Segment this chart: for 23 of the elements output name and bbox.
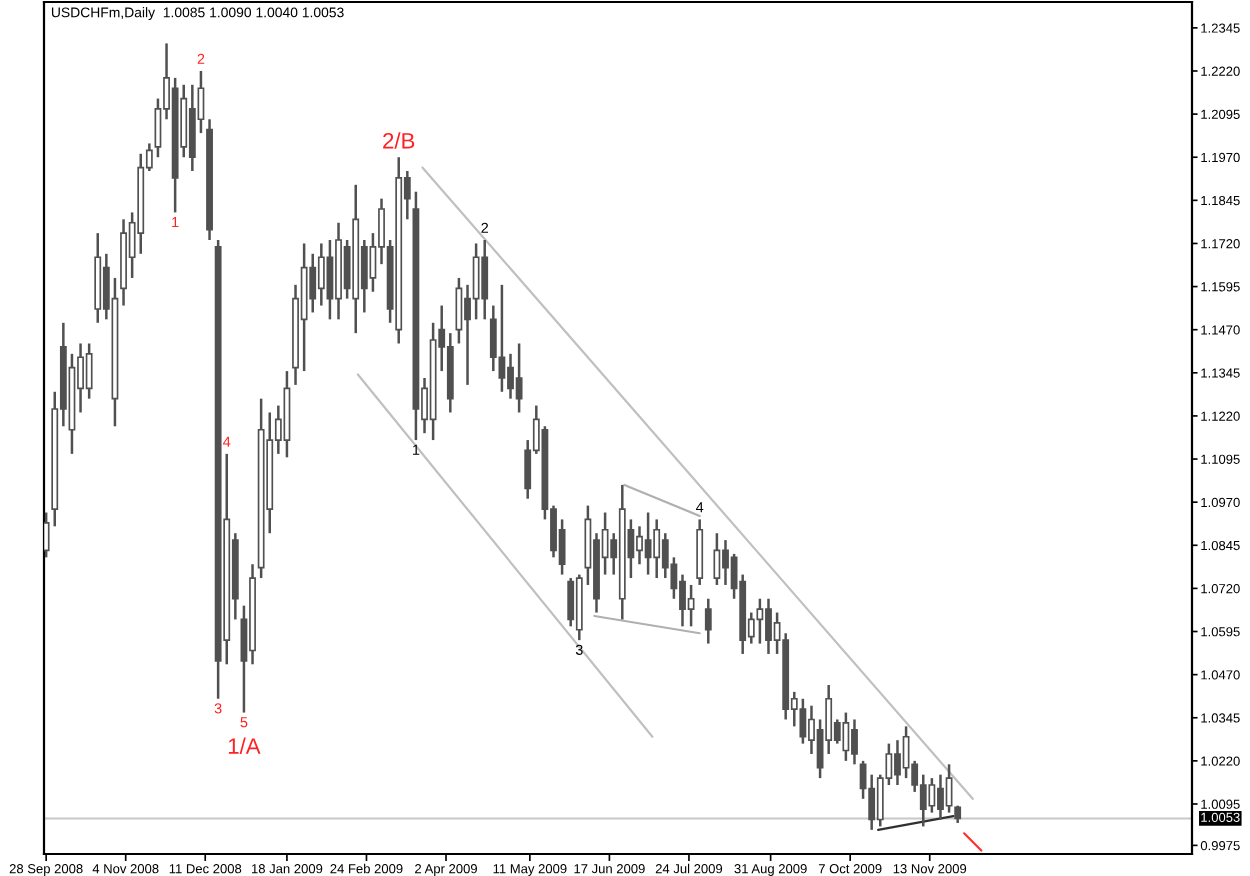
candlestick bbox=[928, 776, 936, 814]
candlestick bbox=[85, 342, 93, 400]
candlestick bbox=[644, 511, 652, 576]
candlestick bbox=[317, 242, 325, 307]
candlestick bbox=[472, 242, 480, 321]
candlestick bbox=[515, 342, 523, 414]
candlestick bbox=[756, 597, 764, 645]
candlestick bbox=[489, 304, 497, 373]
candlestick bbox=[455, 276, 463, 345]
candlestick bbox=[842, 711, 850, 763]
candlestick bbox=[653, 518, 661, 580]
candlestick bbox=[945, 763, 953, 814]
candlestick bbox=[687, 583, 695, 628]
candlestick bbox=[902, 725, 910, 780]
candlestick bbox=[481, 238, 489, 321]
candlestick bbox=[498, 283, 506, 394]
candlestick bbox=[567, 576, 575, 628]
candlestick bbox=[704, 597, 712, 645]
annotation: 2/B bbox=[383, 132, 415, 149]
candlestick bbox=[799, 697, 807, 745]
candlestick bbox=[309, 252, 317, 314]
annotation: 1/A bbox=[228, 737, 261, 754]
candlestick bbox=[713, 531, 721, 587]
